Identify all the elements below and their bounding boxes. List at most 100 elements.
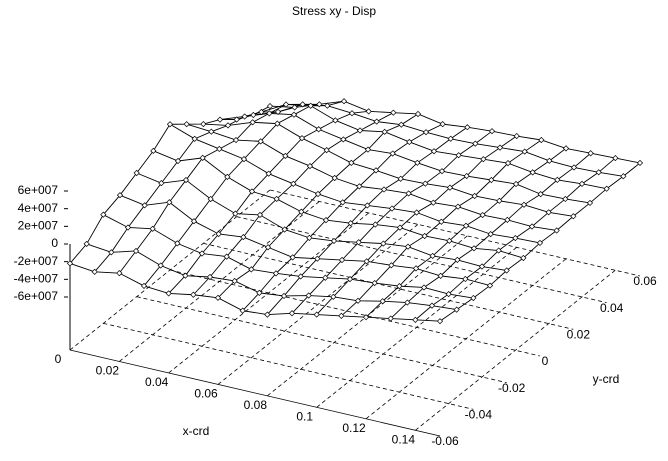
surface-point: [258, 108, 265, 116]
surface-point: [214, 294, 222, 301]
surface-point: [512, 180, 520, 188]
surface-point: [314, 255, 321, 262]
surface-point: [529, 169, 536, 176]
surface-point: [412, 265, 420, 272]
surface-point: [297, 273, 304, 280]
surface-point: [486, 282, 494, 289]
surface-point: [398, 121, 405, 128]
surface-point: [183, 121, 190, 128]
y-axis-label: y-crd: [593, 372, 620, 386]
y-tick-label: -0.02: [498, 381, 526, 395]
surface-point: [463, 172, 470, 180]
surface-point: [306, 162, 314, 170]
surface-point: [232, 210, 239, 217]
surface-point: [224, 173, 231, 180]
surface-point: [331, 174, 338, 182]
surface-point: [430, 148, 438, 155]
x-tick-label: 0.08: [244, 398, 268, 412]
surface-point: [364, 202, 371, 209]
surface-point: [273, 195, 280, 203]
surface-point: [396, 224, 404, 231]
surface-point: [414, 159, 421, 166]
surface-point: [264, 244, 272, 251]
surface-point: [420, 284, 428, 291]
surface-point: [453, 306, 460, 313]
floor-grid-line: [169, 269, 541, 357]
surface-point: [612, 154, 619, 162]
surface-point: [488, 176, 495, 184]
surface-point: [298, 208, 305, 215]
surface-point: [298, 135, 306, 142]
surface-point: [232, 136, 240, 144]
surface-point: [372, 167, 380, 174]
surface-point: [421, 232, 428, 240]
surface-point: [231, 277, 238, 285]
surface-point: [290, 111, 298, 118]
floor-grid-line: [103, 322, 474, 410]
surface-point: [495, 247, 502, 254]
surface-point: [166, 121, 174, 128]
mesh-line: [103, 214, 474, 299]
surface-point: [487, 231, 494, 238]
surface-point: [587, 150, 594, 157]
mesh-line: [119, 194, 491, 287]
surface-point: [538, 136, 545, 144]
floor-grid-line: [136, 296, 507, 384]
surface-point: [595, 169, 602, 176]
surface-point: [428, 302, 436, 309]
surface-point: [165, 290, 172, 297]
surface-point: [265, 170, 272, 177]
surface-point: [150, 147, 157, 154]
surface-point: [216, 116, 224, 123]
surface-point: [586, 199, 594, 207]
mesh-line: [217, 113, 419, 299]
mesh-line: [242, 123, 443, 311]
surface-point: [124, 224, 132, 231]
z-tick-label: -4e+007: [14, 272, 59, 286]
mesh-line: [69, 263, 441, 322]
floor-grid-line: [365, 258, 567, 420]
surface-point: [289, 254, 296, 261]
surface-point: [239, 307, 246, 314]
floor-grid-line: [269, 189, 641, 277]
x-tick-label: 0.02: [96, 364, 120, 378]
surface-point: [348, 110, 356, 117]
surface-point: [355, 239, 362, 246]
surface-point: [66, 260, 74, 267]
surface-point: [330, 237, 338, 245]
surface-point: [578, 180, 586, 187]
surface-point: [620, 173, 627, 180]
surface-point: [464, 124, 471, 131]
surface-point: [636, 159, 644, 167]
x-tick-label: 0.06: [194, 387, 218, 401]
surface-point: [479, 211, 486, 219]
floor-grid-line: [236, 216, 607, 304]
y-tick-label: 0: [542, 354, 549, 368]
surface-point: [257, 138, 264, 145]
surface-point: [182, 176, 190, 184]
surface-point: [470, 245, 478, 252]
surface-point: [215, 230, 222, 238]
floor-grid-line: [69, 189, 271, 351]
surface-point: [274, 108, 282, 115]
surface-point: [536, 239, 544, 247]
surface-point: [340, 98, 348, 105]
surface-point: [446, 237, 453, 244]
chart-title: Stress xy - Disp: [292, 4, 376, 18]
surface-point: [373, 118, 380, 125]
surface-point: [140, 282, 148, 290]
mesh-line: [136, 172, 507, 271]
mesh-line: [291, 130, 493, 314]
surface-point: [363, 258, 370, 265]
surface-point: [191, 135, 198, 142]
surface-point: [200, 120, 207, 128]
surface-point: [380, 186, 388, 193]
x-tick-label: 0.14: [392, 432, 416, 446]
surface-point: [388, 205, 396, 212]
surface-point: [340, 136, 347, 143]
surface-point: [471, 192, 478, 200]
x-axis-label: x-crd: [183, 424, 210, 438]
surface-point: [413, 209, 420, 216]
surface-point: [330, 293, 337, 300]
